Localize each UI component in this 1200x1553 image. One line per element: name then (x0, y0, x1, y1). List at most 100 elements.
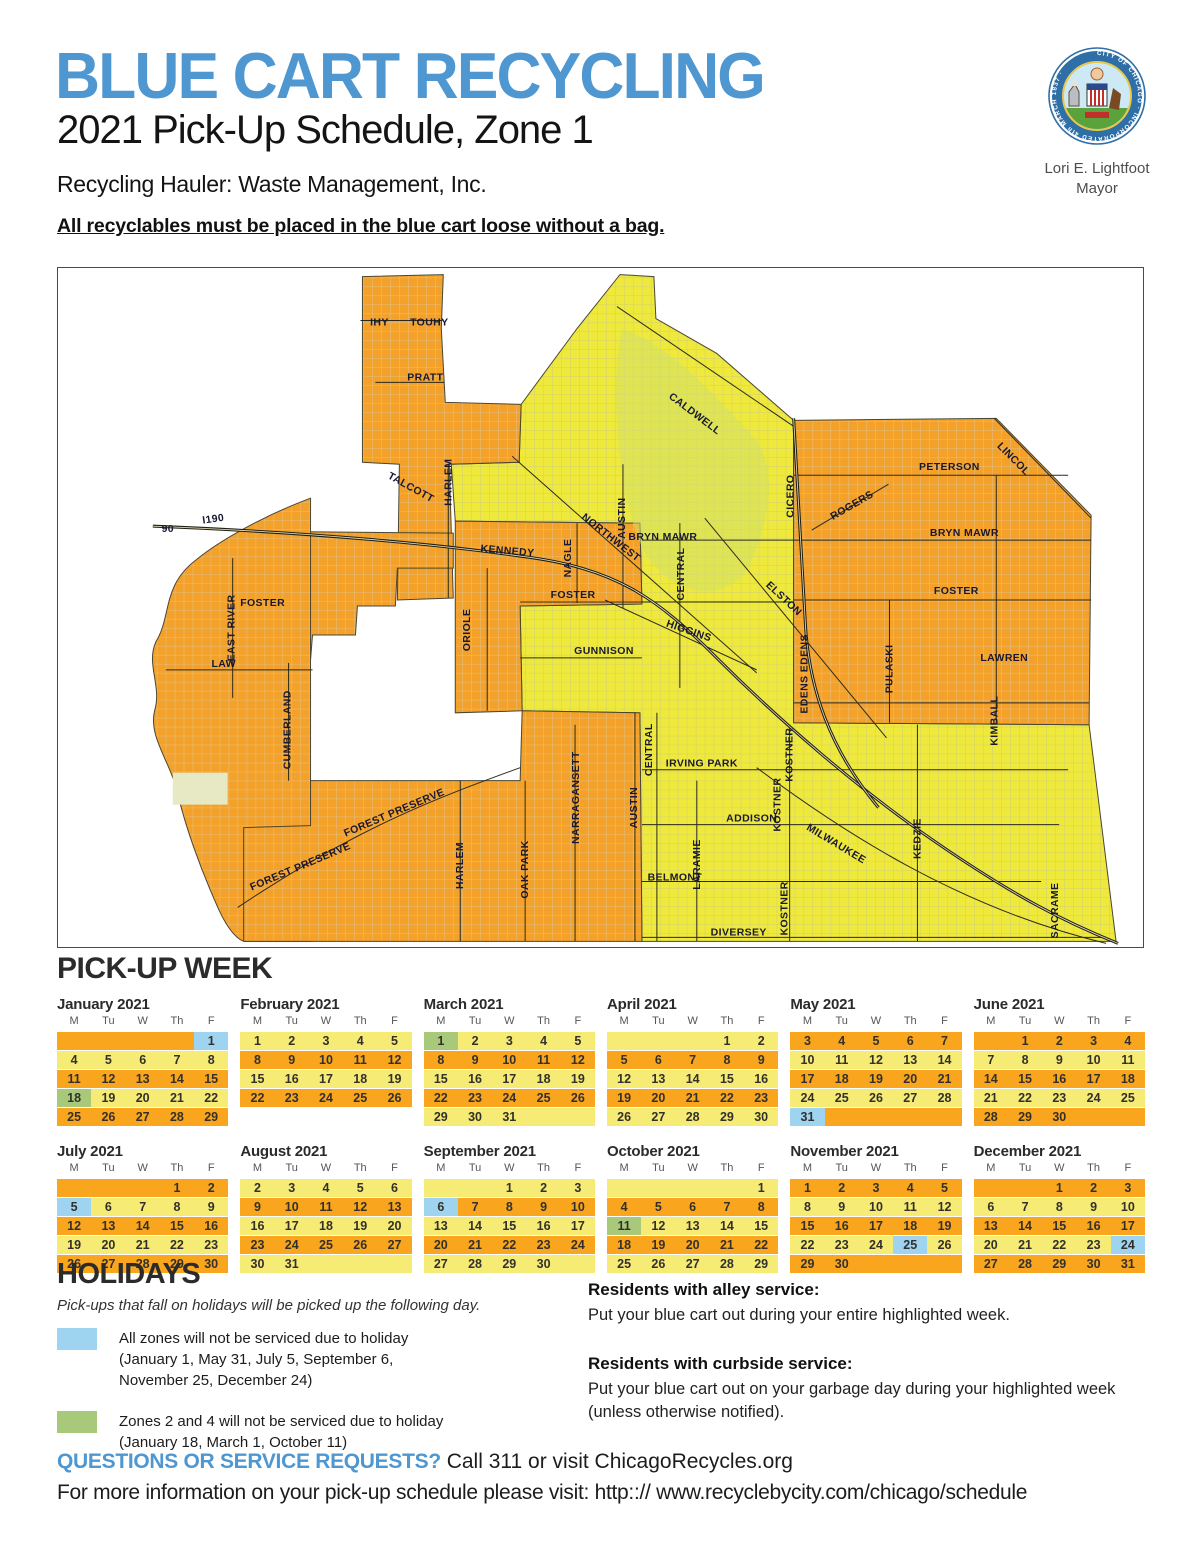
calendar-day: 13 (903, 1053, 918, 1067)
day-header: W (1054, 1162, 1065, 1174)
street-label: LARAMIE (692, 839, 703, 889)
calendar-day: 7 (689, 1053, 697, 1067)
day-header: Tu (285, 1162, 298, 1174)
calendar-day: 18 (1120, 1072, 1135, 1086)
calendar-day: 6 (139, 1053, 147, 1067)
calendar-day: 14 (937, 1053, 952, 1067)
calendar-day (526, 1108, 560, 1126)
calendar-day (561, 1108, 595, 1126)
calendar-day: 20 (433, 1238, 448, 1252)
day-header: F (574, 1015, 582, 1027)
calendar-day: 31 (502, 1110, 517, 1124)
calendar-month: May 2021 M Tu W Th F 3 4 5 6 7 10 11 12 13 14 17 18 19 20 21… (790, 996, 962, 1127)
calendar-day: 31 (1120, 1257, 1135, 1271)
calendar-week-row: 23 24 25 26 27 (240, 1236, 412, 1254)
calendar-week-row: 26 27 28 29 30 (57, 1255, 229, 1273)
day-header: F (757, 1015, 765, 1027)
calendar-month-title: February 2021 (240, 996, 340, 1013)
calendar-week-row: 8 9 10 11 12 (240, 1051, 412, 1069)
calendar-day: 30 (1086, 1257, 1101, 1271)
calendar-day (1111, 1108, 1145, 1126)
street-label: CICERO (786, 475, 797, 518)
street-label: AUSTIN (617, 497, 628, 538)
calendar-day: 17 (1120, 1219, 1135, 1233)
alley-service-body: Put your blue cart out during your entir… (588, 1306, 1010, 1324)
day-header: W (870, 1162, 882, 1174)
calendar-day: 15 (169, 1219, 184, 1233)
calendar-day: 30 (204, 1257, 219, 1271)
calendar-day: 19 (101, 1091, 116, 1105)
calendar-day: 13 (983, 1219, 998, 1233)
calendar-day: 23 (834, 1238, 849, 1252)
calendar-week-row: 16 17 18 19 20 (240, 1217, 412, 1235)
calendar-day: 27 (651, 1110, 666, 1124)
day-header: M (802, 1015, 813, 1027)
calendar-week-row: 18 19 20 21 22 (606, 1236, 779, 1254)
calendar-day: 8 (1055, 1200, 1063, 1214)
calendar-day: 4 (838, 1034, 846, 1048)
calendar-day: 12 (101, 1072, 116, 1086)
day-header: Th (903, 1162, 917, 1174)
calendar-day: 3 (872, 1181, 880, 1195)
calendar-day-headers: M Tu W Th F (790, 1162, 961, 1177)
calendar-day: 14 (719, 1219, 734, 1233)
calendar-day: 5 (620, 1053, 628, 1067)
calendar-month-title: October 2021 (606, 1143, 700, 1160)
calendar-day: 8 (437, 1053, 445, 1067)
mayor-title: Mayor (1076, 179, 1118, 197)
street-label: LAW (211, 659, 235, 670)
calendar-day: 18 (353, 1072, 368, 1086)
calendar-day: 9 (288, 1053, 296, 1067)
calendar-day: 16 (834, 1219, 849, 1233)
calendar-day: 12 (937, 1200, 952, 1214)
calendar-day-holiday: 11 (606, 1217, 642, 1235)
calendar-day: 30 (250, 1257, 265, 1271)
calendar-day: 28 (685, 1110, 700, 1124)
calendar-day: 12 (617, 1072, 632, 1086)
day-header: Th (537, 1162, 550, 1174)
calendar-month: September 2021 M Tu W Th F 1 2 3 6 7 8 9 10 13 14 15 16 17… (423, 1143, 595, 1274)
calendar-day: 15 (800, 1219, 815, 1233)
calendar-day: 29 (433, 1110, 448, 1124)
map-regions (151, 274, 1117, 942)
street-label: KOSTNER (773, 778, 784, 832)
calendar-day: 20 (685, 1238, 700, 1252)
calendar-week-row: 11 12 13 14 15 (606, 1217, 779, 1235)
calendar-day: 10 (800, 1053, 815, 1067)
street-label: BRYN MAWR (628, 532, 697, 543)
calendar-day: 31 (284, 1257, 299, 1271)
calendar-day (607, 1179, 641, 1197)
calendar-day: 24 (284, 1238, 299, 1252)
calendar-day: 4 (620, 1200, 628, 1214)
street-label: ORIOLE (462, 609, 473, 652)
calendar-day: 26 (869, 1091, 883, 1105)
calendar-day: 6 (906, 1034, 914, 1048)
calendar-month-title: January 2021 (57, 996, 150, 1013)
calendar-day: 14 (169, 1072, 184, 1086)
day-header: M (619, 1015, 629, 1027)
calendar-day-headers: M Tu W Th F (424, 1015, 595, 1030)
calendar-week-row: 3 4 5 6 7 (790, 1032, 962, 1050)
day-header: Tu (1018, 1162, 1032, 1174)
day-header: F (207, 1162, 215, 1174)
calendar-month-title: August 2021 (240, 1143, 328, 1160)
calendar-day: 2 (471, 1034, 479, 1048)
calendar-day: 29 (719, 1110, 734, 1124)
calendar-day: 29 (502, 1257, 517, 1271)
calendar-day: 11 (835, 1053, 849, 1067)
calendar-week-row: 20 21 22 23 24 (973, 1236, 1145, 1254)
calendar-day: 22 (502, 1238, 517, 1252)
street-label: IHY (370, 318, 389, 329)
street-label: BELMONT (648, 872, 703, 883)
calendar-day: 22 (800, 1238, 815, 1252)
calendar-day: 17 (502, 1072, 517, 1086)
calendar-day: 9 (838, 1200, 846, 1214)
calendar-day: 15 (719, 1072, 734, 1086)
calendar-day (893, 1255, 927, 1273)
street-label: NAGLE (563, 539, 574, 578)
calendar-day (974, 1032, 1008, 1050)
calendar-day: 13 (387, 1200, 402, 1214)
calendar-day: 26 (617, 1110, 632, 1124)
calendar-day: 17 (869, 1219, 883, 1233)
